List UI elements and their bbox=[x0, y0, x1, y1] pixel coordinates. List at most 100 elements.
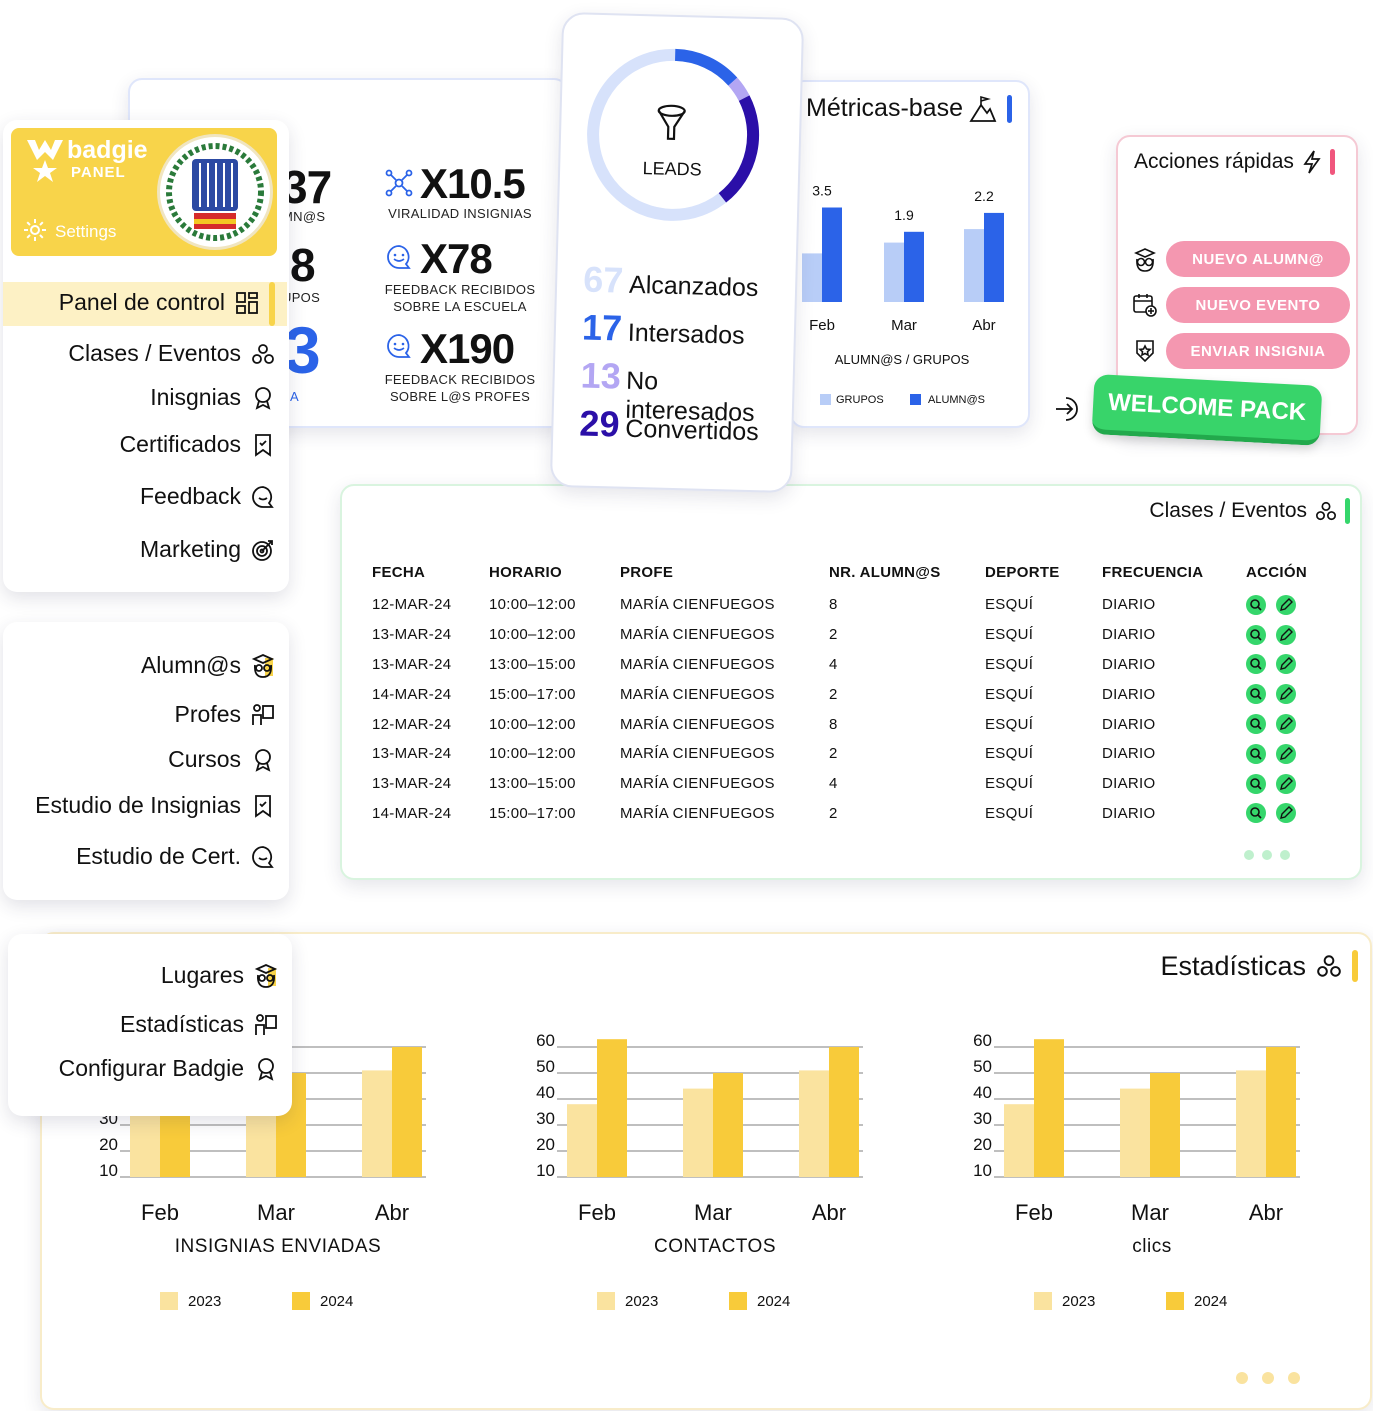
page-dot[interactable] bbox=[1244, 850, 1254, 860]
bar-2023 bbox=[1004, 1104, 1034, 1177]
menu-label: Estadísticas bbox=[120, 1011, 244, 1037]
view-icon[interactable] bbox=[1246, 684, 1266, 705]
gear-icon[interactable] bbox=[23, 218, 47, 242]
lightning-icon bbox=[1303, 150, 1321, 174]
accent-bar bbox=[1345, 498, 1350, 524]
table-cell: MARÍA CIENFUEGOS bbox=[620, 685, 775, 703]
teacher-board-icon bbox=[252, 703, 274, 725]
legend-2024-swatch bbox=[729, 1292, 747, 1310]
edit-icon[interactable] bbox=[1276, 714, 1296, 735]
settings-link[interactable]: Settings bbox=[55, 222, 117, 241]
menu-estudio-insignias[interactable]: Estudio de Insignias bbox=[35, 792, 275, 819]
bar-2023 bbox=[1236, 1070, 1266, 1177]
menu-estudio-cert[interactable]: Estudio de Cert. bbox=[76, 843, 275, 870]
edit-icon[interactable] bbox=[1276, 684, 1296, 705]
view-icon[interactable] bbox=[1246, 803, 1266, 824]
x-tick-label: Mar bbox=[1131, 1200, 1169, 1225]
bar-2023 bbox=[130, 1104, 160, 1177]
view-icon[interactable] bbox=[1246, 654, 1266, 675]
kpi-feedback-escuela-label: FEEDBACK RECIBIDOS bbox=[384, 282, 536, 297]
chart-caption: CONTACTOS bbox=[654, 1236, 776, 1257]
pagination-dots[interactable] bbox=[1244, 850, 1290, 860]
menu-label: Marketing bbox=[140, 536, 241, 562]
estadisticas-title: Estadísticas bbox=[1160, 950, 1306, 981]
action-cell bbox=[1246, 650, 1326, 680]
menu-alumnos[interactable]: Alumn@s bbox=[141, 652, 275, 679]
feedback-icon bbox=[252, 845, 274, 868]
y-tick-label: 10 bbox=[973, 1161, 992, 1180]
table-cell: 10:00–12:00 bbox=[489, 626, 576, 644]
edit-icon[interactable] bbox=[1276, 743, 1296, 764]
y-tick-label: 20 bbox=[536, 1135, 555, 1154]
edit-icon[interactable] bbox=[1276, 803, 1296, 824]
pagination-dots[interactable] bbox=[1236, 1372, 1300, 1384]
mountain-flag-icon bbox=[969, 95, 997, 122]
table-cell: 10:00–12:00 bbox=[489, 715, 576, 733]
page-dot[interactable] bbox=[1280, 850, 1290, 860]
y-tick-label: 40 bbox=[536, 1083, 555, 1102]
teacher-board-icon bbox=[255, 1013, 277, 1035]
menu-insignias[interactable]: Inisgnias bbox=[150, 384, 275, 411]
legend-2023-swatch bbox=[1034, 1292, 1052, 1310]
edit-icon[interactable] bbox=[1276, 594, 1296, 615]
edit-icon[interactable] bbox=[1276, 654, 1296, 675]
leads-alcanzados-num: 67 bbox=[582, 258, 624, 301]
nuevo-evento-button[interactable]: NUEVO EVENTO bbox=[1166, 287, 1350, 323]
menu-lugares[interactable]: Lugares bbox=[161, 962, 278, 989]
acciones-rapidas-card: Acciones rápidas NUEVO ALUMN@ NUEVO EVEN… bbox=[1116, 135, 1358, 435]
y-tick-label: 60 bbox=[973, 1031, 992, 1050]
table-cell: 10:00–12:00 bbox=[489, 596, 576, 614]
menu-certificados[interactable]: Certificados bbox=[120, 431, 275, 458]
bar-2023 bbox=[1120, 1088, 1150, 1177]
menu-feedback[interactable]: Feedback bbox=[140, 483, 275, 510]
brand-name: badgie bbox=[67, 136, 148, 164]
table-cell: ESQUÍ bbox=[985, 655, 1034, 673]
view-icon[interactable] bbox=[1246, 594, 1266, 615]
menu-marketing[interactable]: Marketing bbox=[140, 536, 275, 563]
menu-clases-eventos[interactable]: Clases / Eventos bbox=[68, 340, 275, 367]
page-dot[interactable] bbox=[1262, 1372, 1274, 1384]
leads-convertidos-num: 29 bbox=[578, 402, 621, 445]
table-cell: 13-MAR-24 bbox=[372, 655, 452, 673]
table-cell: 14-MAR-24 bbox=[372, 685, 452, 703]
leads-card: LEADS 67 Alcanzados 17 Intersados 13 No … bbox=[549, 11, 805, 494]
page-dot[interactable] bbox=[1262, 850, 1272, 860]
page-dot[interactable] bbox=[1236, 1372, 1248, 1384]
menu-profes[interactable]: Profes bbox=[175, 701, 275, 728]
table-cell: DIARIO bbox=[1102, 715, 1156, 733]
menu-panel-de-control[interactable]: Panel de control bbox=[59, 289, 259, 316]
login-arrow-icon[interactable] bbox=[1054, 394, 1084, 424]
sidebar-menu-secondary: Alumn@s Profes Cursos Estudio de Insigni… bbox=[3, 622, 289, 900]
action-cell bbox=[1246, 679, 1326, 709]
y-tick-label: 30 bbox=[536, 1109, 555, 1128]
page-dot[interactable] bbox=[1288, 1372, 1300, 1384]
view-icon[interactable] bbox=[1246, 624, 1266, 645]
enviar-insignia-button[interactable]: ENVIAR INSIGNIA bbox=[1166, 333, 1350, 369]
menu-cursos[interactable]: Cursos bbox=[168, 746, 275, 773]
table-cell: 13:00–15:00 bbox=[489, 655, 576, 673]
table-cell: 2 bbox=[829, 685, 838, 703]
legend-2023-swatch bbox=[160, 1292, 178, 1310]
badgie-logo-icon bbox=[27, 140, 63, 182]
accent-bar bbox=[1329, 149, 1335, 175]
view-icon[interactable] bbox=[1246, 743, 1266, 764]
edit-icon[interactable] bbox=[1276, 624, 1296, 645]
view-icon[interactable] bbox=[1246, 714, 1266, 735]
bar-alumnos bbox=[984, 212, 1004, 302]
menu-estadisticas[interactable]: Estadísticas bbox=[120, 1011, 278, 1038]
feedback-icon bbox=[252, 485, 274, 508]
x-tick-label: Feb bbox=[1015, 1200, 1053, 1225]
menu-configurar-badgie[interactable]: Configurar Badgie bbox=[59, 1055, 278, 1082]
welcome-pack-button[interactable]: WELCOME PACK bbox=[1091, 374, 1323, 446]
table-cell: DIARIO bbox=[1102, 655, 1156, 673]
edit-icon[interactable] bbox=[1276, 773, 1296, 794]
kpi-feedback-profes-label2: SOBRE L@S PROFES bbox=[389, 389, 531, 404]
table-cell: 2 bbox=[829, 626, 838, 644]
group-icon bbox=[1316, 501, 1336, 521]
kpi-grupos-value: 8 bbox=[290, 239, 316, 291]
view-icon[interactable] bbox=[1246, 773, 1266, 794]
nuevo-alumno-button[interactable]: NUEVO ALUMN@ bbox=[1166, 241, 1350, 277]
bar-grupos bbox=[964, 229, 984, 302]
table-row: 14-MAR-24 15:00–17:00 MARÍA CIENFUEGOS 2 ESQ… bbox=[372, 799, 1326, 829]
col-nr-alumnos: NR. ALUMN@S bbox=[829, 563, 941, 581]
